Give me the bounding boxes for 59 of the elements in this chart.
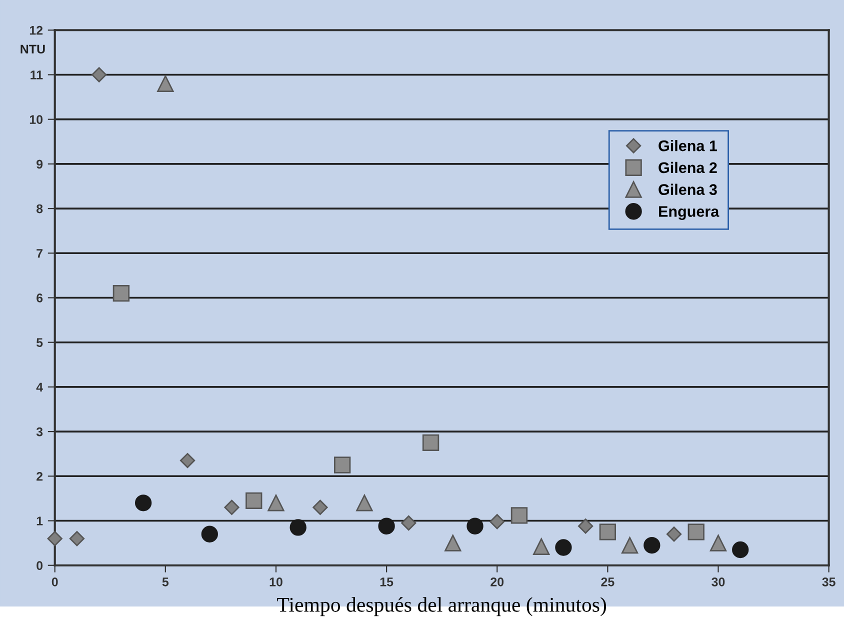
point bbox=[401, 515, 416, 531]
point bbox=[422, 434, 440, 452]
y-tick-label: 1 bbox=[36, 516, 43, 526]
x-tick-label: 0 bbox=[52, 578, 58, 586]
x-tick-label: 10 bbox=[270, 578, 282, 586]
point bbox=[688, 524, 704, 540]
point bbox=[246, 492, 262, 510]
point bbox=[134, 494, 152, 512]
x-tick-label: 15 bbox=[380, 578, 394, 586]
point bbox=[666, 526, 682, 542]
legend-label: Gilena 1 bbox=[658, 140, 718, 152]
point bbox=[533, 538, 550, 555]
point bbox=[644, 536, 660, 554]
y-tick-label: 12 bbox=[30, 26, 43, 35]
point bbox=[710, 534, 727, 552]
point bbox=[578, 518, 594, 534]
point bbox=[268, 494, 284, 512]
y-tick-label: 4 bbox=[36, 382, 43, 392]
y-tick-label: 7 bbox=[36, 249, 43, 258]
y-axis-title: NTU bbox=[20, 44, 45, 54]
point bbox=[444, 534, 462, 552]
legend-label: Enguera bbox=[659, 206, 720, 220]
point bbox=[312, 500, 328, 515]
y-tick-label: 11 bbox=[30, 70, 43, 80]
point bbox=[224, 500, 240, 515]
legend-label: Gilena 3 bbox=[658, 184, 717, 196]
point bbox=[334, 456, 351, 474]
point bbox=[599, 524, 616, 540]
x-tick-label: 20 bbox=[490, 578, 504, 586]
point bbox=[466, 518, 484, 534]
y-tick-label: 0 bbox=[36, 561, 43, 570]
x-tick-label: 30 bbox=[712, 578, 725, 586]
y-tick-label: 3 bbox=[36, 427, 43, 436]
x-tick-label: 25 bbox=[601, 578, 614, 586]
point bbox=[180, 452, 196, 468]
y-tick-label: 9 bbox=[36, 160, 43, 169]
point bbox=[157, 75, 174, 92]
y-tick-label: 8 bbox=[36, 204, 43, 214]
point bbox=[490, 514, 505, 530]
x-tick-label: 5 bbox=[162, 578, 169, 586]
point bbox=[69, 531, 85, 546]
point bbox=[555, 539, 572, 556]
y-tick-label: 6 bbox=[36, 294, 43, 302]
x-axis-title: Tiempo después del arranque (minutos) bbox=[277, 597, 606, 616]
y-tick-label: 10 bbox=[30, 115, 43, 124]
point bbox=[290, 519, 306, 536]
point bbox=[621, 536, 638, 554]
point bbox=[112, 284, 130, 302]
point bbox=[92, 67, 107, 82]
x-tick-label: 35 bbox=[822, 578, 836, 586]
legend-label: Gilena 2 bbox=[658, 162, 717, 174]
y-tick-label: 5 bbox=[36, 338, 43, 347]
point bbox=[356, 494, 373, 512]
point bbox=[510, 507, 528, 524]
point bbox=[47, 531, 62, 546]
point bbox=[201, 526, 218, 542]
point bbox=[378, 518, 395, 534]
y-tick-label: 2 bbox=[36, 472, 43, 481]
point bbox=[732, 541, 749, 558]
